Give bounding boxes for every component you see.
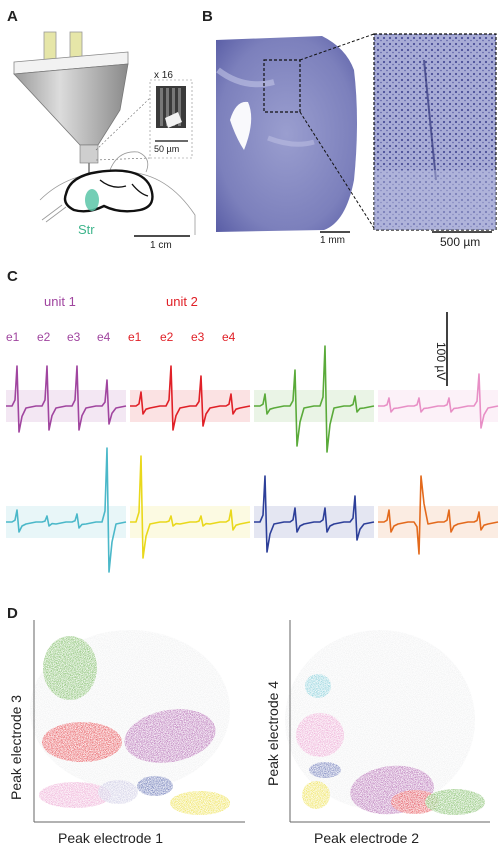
unit-waveform (378, 475, 499, 555)
striatum-label: Str (78, 222, 95, 237)
electrode-label: e2 (160, 330, 174, 344)
left-y-label: Peak electrode 3 (8, 694, 24, 800)
histology-images (216, 33, 497, 233)
electrode-label: e3 (67, 330, 81, 344)
electrode-label: e3 (191, 330, 205, 344)
electrode-label: e2 (37, 330, 51, 344)
unit-waveform (130, 455, 251, 559)
cluster-scatter-plots (30, 620, 490, 823)
unit-waveform (6, 447, 127, 573)
electrode-label: e4 (222, 330, 236, 344)
striatum-region (85, 189, 99, 211)
probe-funnel (13, 63, 129, 146)
scale-label-500um: 500 µm (440, 235, 481, 249)
inset-scale-label: 50 µm (154, 144, 180, 154)
cluster-cloud (98, 780, 138, 804)
electrode-label: e4 (97, 330, 111, 344)
electrode-label: e1 (128, 330, 142, 344)
scale-label-1cm: 1 cm (150, 240, 172, 251)
unit-waveform (254, 345, 375, 453)
cluster-cloud (42, 722, 122, 762)
panel-label-c: C (7, 268, 18, 285)
left-x-label: Peak electrode 1 (58, 830, 164, 846)
panel-label-b: B (202, 8, 213, 25)
cluster-cloud (425, 789, 485, 815)
waveform-traces (6, 312, 499, 573)
cluster-cloud (296, 713, 344, 757)
panel-label-a: A (7, 8, 18, 25)
unit-waveform (378, 373, 499, 429)
unit1-label: unit 1 (44, 294, 76, 309)
zoom-label: x 16 (154, 70, 173, 81)
cluster-cloud (170, 791, 230, 815)
probe-diagram (13, 31, 196, 237)
unit-waveform (254, 475, 375, 553)
cluster-cloud (39, 782, 111, 808)
panel-label-d: D (7, 605, 18, 622)
unit-waveform (130, 365, 251, 431)
cluster-cloud (137, 776, 173, 796)
electrode-label: e1 (6, 330, 20, 344)
unit-waveform (6, 365, 127, 433)
scale-label-1mm: 1 mm (320, 235, 345, 246)
connector-pin (43, 31, 57, 63)
roi-box (263, 59, 301, 113)
cluster-cloud (43, 636, 97, 700)
cluster-cloud (124, 709, 216, 763)
cluster-cloud (302, 781, 330, 809)
cluster-cloud (309, 762, 341, 778)
right-x-label: Peak electrode 2 (314, 830, 420, 846)
zoomed-section (373, 33, 497, 231)
right-y-label: Peak electrode 4 (265, 680, 281, 786)
cluster-cloud (391, 790, 439, 814)
unit2-label: unit 2 (166, 294, 198, 309)
cluster-cloud (305, 674, 331, 698)
